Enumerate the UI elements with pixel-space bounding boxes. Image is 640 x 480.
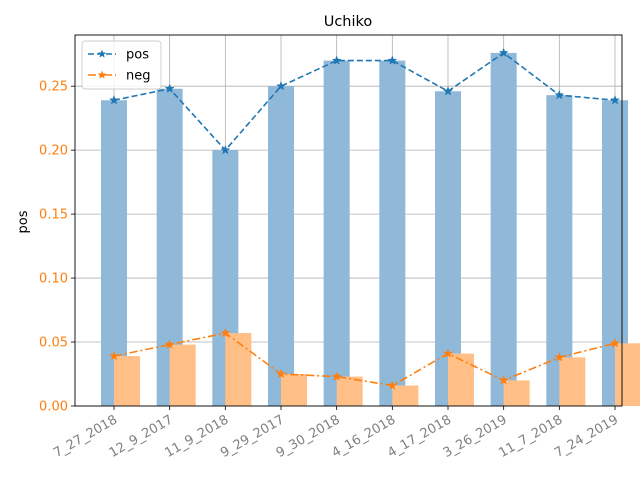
marker-neg [387,380,398,390]
x-tick-label: 7_24_2019 [552,412,621,460]
bar-pos [379,60,406,406]
marker-pos [610,95,620,105]
legend: pos neg [81,40,162,90]
marker-neg [443,348,453,358]
marker-pos [331,55,342,65]
marker-neg [610,338,620,348]
bars [101,52,640,407]
marker-pos [498,47,509,58]
marker-pos [164,83,175,93]
marker-neg [554,352,565,362]
series-line-neg [113,332,616,387]
y-tick-label: 0.00 [39,400,68,415]
axes [74,34,623,407]
marker-neg [109,350,119,361]
marker-neg [220,327,231,338]
bar-neg [503,380,530,406]
marker-pos [220,144,231,155]
bar-neg [114,356,140,406]
legend-marker-pos [97,49,107,58]
bar-pos [323,60,350,406]
series-line-pos [113,51,616,152]
marker-pos [109,95,119,105]
y-tick-label: 0.15 [39,208,68,223]
y-tick-label: 0.10 [39,272,68,287]
marker-neg [276,368,286,379]
chart-title: Uchiko [324,14,373,30]
marker-pos [387,55,398,65]
bar-pos [490,52,517,407]
legend-marker-neg [97,70,107,79]
y-axis-label: pos [16,210,31,233]
bar-neg [336,376,363,406]
legend-label-neg: neg [126,69,151,84]
bar-neg [392,385,419,406]
bar-neg [281,374,307,406]
lines [109,47,620,390]
marker-neg [331,371,342,381]
bar-neg [615,343,640,406]
bar-neg [559,357,586,406]
x-ticks: 7_27_201812_9_201711_9_20189_29_20179_30… [51,406,621,461]
y-tick-label: 0.05 [39,336,68,351]
marker-pos [276,80,286,91]
marker-pos [554,89,565,100]
y-tick-label: 0.20 [39,144,68,159]
bar-neg [169,344,196,406]
plot-frame [74,34,623,407]
y-tick-label: 0.25 [39,80,68,95]
marker-neg [164,339,175,349]
legend-label-pos: pos [126,48,149,63]
marker-pos [443,86,453,96]
bar-neg [225,333,252,406]
marker-neg [498,375,509,385]
bar-pos [268,86,294,406]
y-ticks: 0.00 0.05 0.10 0.15 0.20 0.25 [39,80,75,415]
bar-neg [448,353,474,406]
